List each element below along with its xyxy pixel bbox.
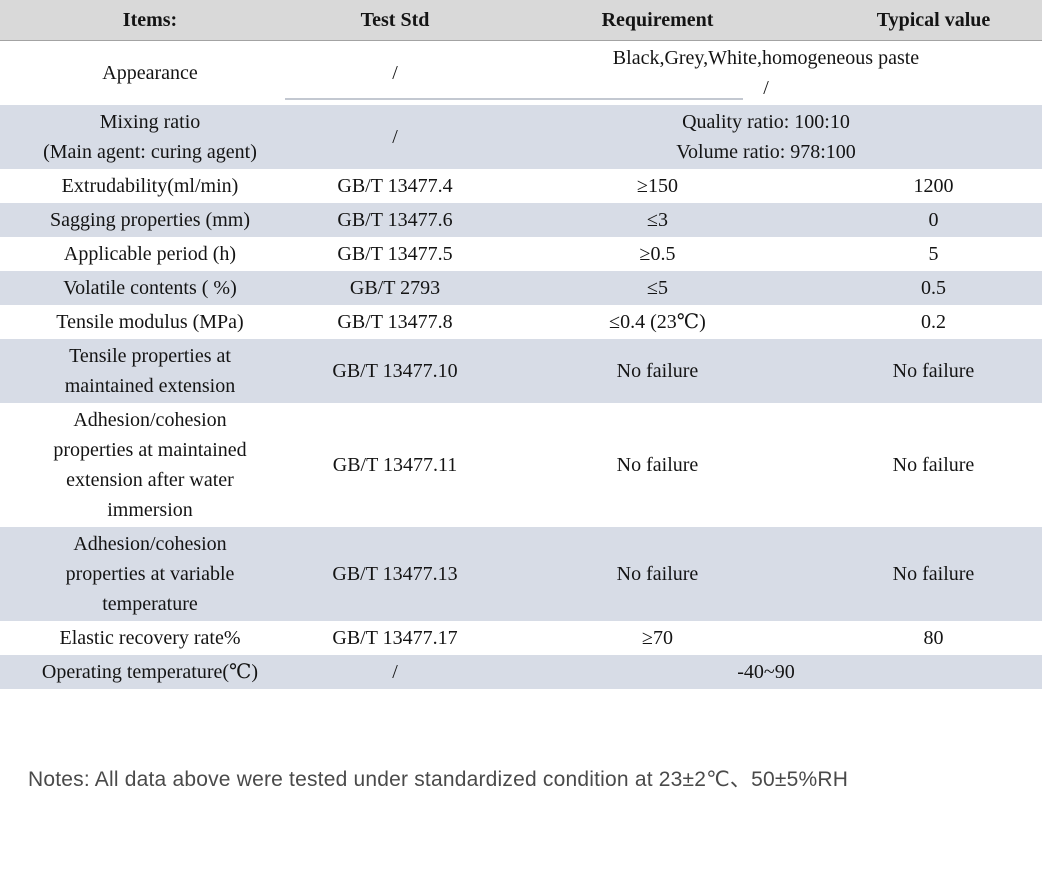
column-header-test-std: Test Std [300,0,490,41]
item-cell: Elastic recovery rate% [59,627,241,649]
typical-value-cell: 80 [923,627,944,649]
test-std-cell: GB/T 2793 [300,271,490,305]
test-std-cell: GB/T 13477.11 [332,454,458,476]
test-std-cell: / [300,655,490,689]
table-header: Items: Test Std Requirement Typical valu… [0,0,1042,41]
test-std-cell: GB/T 13477.17 [332,627,458,649]
typical-value-cell: 0.5 [825,271,1042,305]
test-std-cell: GB/T 13477.6 [300,203,490,237]
requirement-cell: ≥70 [642,627,673,649]
table-row-applicable-period: Applicable period (h) GB/T 13477.5 ≥0.5 … [0,237,1042,271]
table-row-operating-temperature: Operating temperature(℃) / -40~90 [0,655,1042,689]
item-cell: Adhesion/cohesion properties at variable… [0,527,300,621]
typical-value-cell: 5 [928,243,939,265]
requirement-cell: -40~90 [490,655,1042,689]
test-std-cell: GB/T 13477.13 [300,527,490,621]
table-row-tensile-properties: Tensile properties at maintained extensi… [0,339,1042,403]
item-cell: Appearance [102,62,198,84]
test-std-cell: / [392,62,398,84]
table-row-volatile-contents: Volatile contents ( %) GB/T 2793 ≤5 0.5 [0,271,1042,305]
typical-value-cell: 0.2 [921,311,946,333]
requirement-cell: ≤3 [490,203,825,237]
item-cell: Operating temperature(℃) [0,655,300,689]
typical-value-cell: No failure [825,339,1042,403]
spec-table: Items: Test Std Requirement Typical valu… [0,0,1042,689]
item-cell: Volatile contents ( %) [0,271,300,305]
item-cell: Mixing ratio (Main agent: curing agent) [0,105,300,169]
requirement-cell: ≥0.5 [639,243,676,265]
test-std-cell: GB/T 13477.4 [337,175,453,197]
requirement-cell: No failure [490,527,825,621]
test-std-cell: GB/T 13477.5 [337,243,453,265]
item-cell: Adhesion/cohesion properties at maintain… [53,409,247,521]
table-row-extrudability: Extrudability(ml/min) GB/T 13477.4 ≥150 … [0,169,1042,203]
header-row: Items: Test Std Requirement Typical valu… [0,0,1042,41]
table-row-tensile-modulus: Tensile modulus (MPa) GB/T 13477.8 ≤0.4 … [0,305,1042,339]
requirement-cell: ≤0.4 (23℃) [609,311,706,333]
test-std-cell: / [300,105,490,169]
table-row-sagging: Sagging properties (mm) GB/T 13477.6 ≤3 … [0,203,1042,237]
requirement-cell: ≥150 [637,175,678,197]
column-header-requirement: Requirement [490,0,825,41]
item-cell: Applicable period (h) [63,243,237,265]
test-std-cell: GB/T 13477.10 [300,339,490,403]
table-row-adhesion-water-immersion: Adhesion/cohesion properties at maintain… [0,403,1042,527]
divider-line [285,98,743,100]
typical-value-cell: 1200 [913,175,954,197]
test-std-cell: GB/T 13477.8 [337,311,453,333]
notes-text: Notes: All data above were tested under … [28,768,849,791]
typical-value-cell: No failure [892,454,975,476]
requirement-cell: No failure [616,454,699,476]
table-row-elastic-recovery: Elastic recovery rate% GB/T 13477.17 ≥70… [0,621,1042,655]
table-body: Appearance / Black,Grey,White,homogeneou… [0,41,1042,689]
column-header-items: Items: [0,0,300,41]
typical-value-cell: No failure [825,527,1042,621]
requirement-cell: ≤5 [490,271,825,305]
typical-value-cell: 0 [825,203,1042,237]
item-cell: Tensile modulus (MPa) [56,311,244,333]
table-row-mixing-ratio: Mixing ratio (Main agent: curing agent) … [0,105,1042,169]
column-header-typical-value: Typical value [825,0,1042,41]
item-cell: Tensile properties at maintained extensi… [0,339,300,403]
requirement-cell: Black,Grey,White,homogeneous paste / [612,47,920,99]
item-cell: Sagging properties (mm) [0,203,300,237]
table-row-appearance: Appearance / Black,Grey,White,homogeneou… [0,41,1042,106]
table-row-adhesion-variable-temperature: Adhesion/cohesion properties at variable… [0,527,1042,621]
requirement-cell: Quality ratio: 100:10 Volume ratio: 978:… [490,105,1042,169]
requirement-cell: No failure [490,339,825,403]
item-cell: Extrudability(ml/min) [61,175,239,197]
